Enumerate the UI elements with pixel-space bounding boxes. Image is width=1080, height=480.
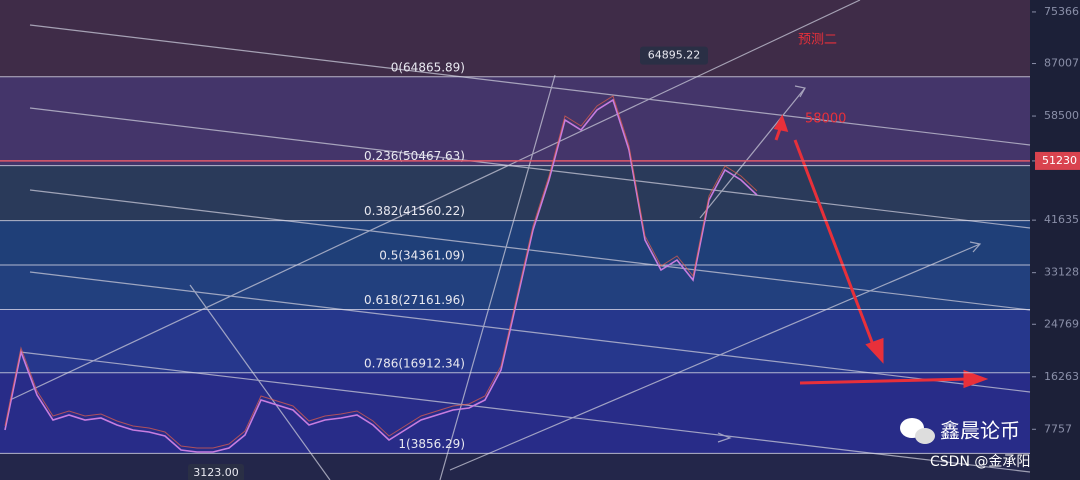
- watermark: 鑫晨论币: [940, 419, 1020, 443]
- level-band: [0, 220, 1030, 266]
- fib-level-label: 0.382(41560.22): [364, 204, 465, 218]
- low-box: [188, 463, 244, 480]
- channel-lines: [9, 0, 1031, 480]
- level-band: [0, 309, 1030, 373]
- y-tick-label: 33128: [1044, 266, 1079, 279]
- current-price-box: [1035, 151, 1080, 170]
- wechat-icon: [900, 418, 935, 444]
- level-band: [0, 453, 1030, 480]
- target-label: 58000: [805, 112, 846, 127]
- current-price-label: 51230: [1042, 154, 1077, 167]
- y-tick-label: 87007: [1044, 57, 1079, 70]
- forecast-arrows: [773, 114, 989, 389]
- y-tick-label: 41635: [1044, 213, 1079, 226]
- price-line: [4, 98, 758, 453]
- high-label: 64895.22: [648, 49, 701, 62]
- y-tick-label: 16263: [1044, 370, 1079, 383]
- forecast-label: 预测二: [798, 33, 837, 48]
- low-label: 3123.00: [193, 466, 239, 479]
- fib-level-label: 0.5(34361.09): [379, 249, 465, 263]
- y-tick-label: 24769: [1044, 317, 1079, 330]
- level-band: [0, 76, 1030, 166]
- price-line-shadow: [4, 95, 758, 449]
- level-band: [0, 165, 1030, 221]
- fib-level-label: 0.618(27161.96): [364, 293, 465, 307]
- credit: CSDN @金承阳: [930, 454, 1030, 470]
- level-band: [0, 0, 1030, 77]
- fib-level-label: 0.786(16912.34): [364, 356, 465, 370]
- level-band: [0, 372, 1030, 454]
- high-box: [640, 46, 708, 65]
- y-tick-label: 75366: [1044, 5, 1079, 18]
- y-tick-label: 7757: [1044, 422, 1072, 435]
- y-tick-label: 58500: [1044, 109, 1079, 122]
- fib-level-label: 0(64865.89): [391, 60, 465, 74]
- fib-level-label: 0.236(50467.63): [364, 149, 465, 163]
- fib-level-label: 1(3856.29): [398, 437, 465, 451]
